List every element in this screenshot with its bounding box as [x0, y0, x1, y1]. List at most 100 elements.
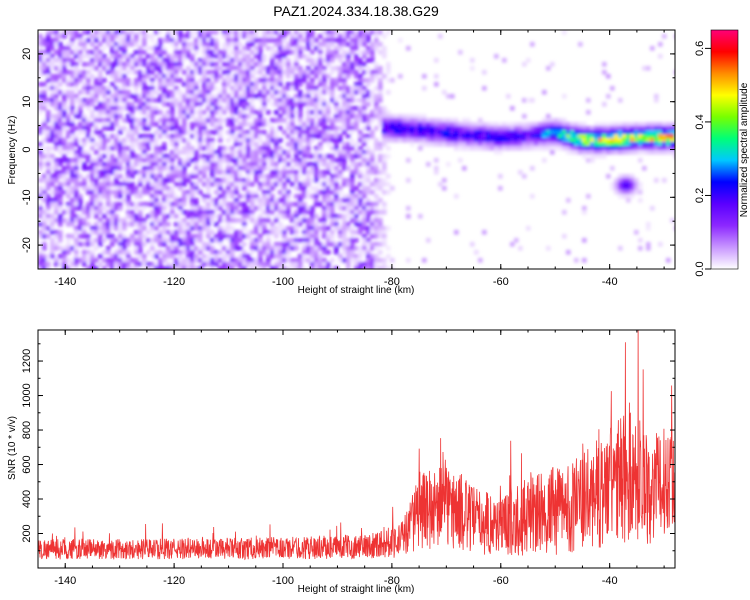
heatmap-cell — [178, 218, 183, 223]
heatmap-cell — [214, 122, 219, 127]
heatmap-cell — [298, 90, 303, 95]
heatmap-cell — [426, 134, 431, 139]
heatmap-cell — [510, 126, 515, 131]
heatmap-cell — [282, 170, 287, 175]
heatmap-cell — [278, 158, 283, 163]
heatmap-cell — [122, 74, 127, 79]
heatmap-cell — [622, 178, 627, 183]
heatmap-cell — [42, 258, 47, 263]
heatmap-cell — [622, 194, 627, 199]
heatmap-cell — [138, 210, 143, 215]
heatmap-cell — [158, 42, 163, 47]
heatmap-cell — [166, 186, 171, 191]
heatmap-cell — [190, 134, 195, 139]
heatmap-cell — [586, 138, 591, 143]
heatmap-cell — [494, 122, 499, 127]
heatmap-cell — [542, 142, 547, 147]
heatmap-cell — [194, 134, 199, 139]
heatmap-cell — [318, 170, 323, 175]
heatmap-cell — [594, 146, 599, 151]
heatmap-cell — [314, 242, 319, 247]
heatmap-cell — [242, 182, 247, 187]
heatmap-cell — [94, 90, 99, 95]
heatmap-cell — [502, 122, 507, 127]
heatmap-cell — [50, 114, 55, 119]
heatmap-cell — [210, 230, 215, 235]
heatmap-cell — [170, 178, 175, 183]
heatmap-cell — [130, 82, 135, 87]
heatmap-cell — [218, 242, 223, 247]
heatmap-cell — [270, 194, 275, 199]
heatmap-cell — [282, 190, 287, 195]
heatmap-cell — [314, 178, 319, 183]
heatmap-cell — [470, 146, 475, 151]
heatmap-cell — [318, 54, 323, 59]
heatmap-cell — [522, 98, 527, 103]
heatmap-cell — [62, 50, 67, 55]
heatmap-cell — [46, 38, 51, 43]
heatmap-cell — [306, 82, 311, 87]
heatmap-cell — [130, 106, 135, 111]
heatmap-cell — [310, 138, 315, 143]
heatmap-cell — [498, 174, 503, 179]
heatmap-cell — [106, 158, 111, 163]
heatmap-cell — [350, 158, 355, 163]
heatmap-cell — [586, 158, 591, 163]
heatmap-cell — [162, 94, 167, 99]
heatmap-cell — [222, 50, 227, 55]
heatmap-cell — [542, 134, 547, 139]
heatmap-cell — [362, 94, 367, 99]
heatmap-cell — [294, 46, 299, 51]
heatmap-cell — [358, 106, 363, 111]
heatmap-cell — [218, 154, 223, 159]
heatmap-cell — [166, 34, 171, 39]
heatmap-cell — [94, 130, 99, 135]
heatmap-cell — [250, 82, 255, 87]
heatmap-cell — [170, 126, 175, 131]
heatmap-cell — [486, 134, 491, 139]
heatmap-cell — [322, 170, 327, 175]
heatmap-cell — [118, 262, 123, 267]
heatmap-cell — [54, 50, 59, 55]
heatmap-cell — [226, 186, 231, 191]
heatmap-cell — [150, 110, 155, 115]
heatmap-cell — [118, 254, 123, 259]
heatmap-cell — [202, 138, 207, 143]
heatmap-cell — [282, 158, 287, 163]
heatmap-cell — [134, 82, 139, 87]
heatmap-cell — [146, 114, 151, 119]
heatmap-cell — [274, 50, 279, 55]
heatmap-cell — [234, 206, 239, 211]
heatmap-cell — [534, 126, 539, 131]
heatmap-cell — [194, 182, 199, 187]
heatmap-cell — [550, 122, 555, 127]
heatmap-cell — [282, 242, 287, 247]
heatmap-cell — [86, 214, 91, 219]
heatmap-cell — [230, 182, 235, 187]
heatmap-cell — [246, 146, 251, 151]
heatmap-cell — [38, 150, 43, 155]
heatmap-cell — [362, 194, 367, 199]
heatmap-cell — [138, 78, 143, 83]
heatmap-cell — [170, 102, 175, 107]
heatmap-cell — [94, 106, 99, 111]
heatmap-cell — [230, 234, 235, 239]
heatmap-cell — [358, 130, 363, 135]
heatmap-cell — [114, 134, 119, 139]
heatmap-cell — [146, 110, 151, 115]
heatmap-cell — [642, 150, 647, 155]
heatmap-cell — [190, 114, 195, 119]
heatmap-cell — [334, 142, 339, 147]
heatmap-cell — [170, 74, 175, 79]
heatmap-cell — [626, 194, 631, 199]
heatmap-cell — [262, 210, 267, 215]
heatmap-cell — [186, 174, 191, 179]
heatmap-cell — [210, 82, 215, 87]
heatmap-cell — [222, 46, 227, 51]
heatmap-cell — [286, 250, 291, 255]
heatmap-cell — [214, 94, 219, 99]
heatmap-cell — [338, 94, 343, 99]
heatmap-cell — [298, 146, 303, 151]
heatmap-cell — [186, 110, 191, 115]
heatmap-cell — [218, 102, 223, 107]
